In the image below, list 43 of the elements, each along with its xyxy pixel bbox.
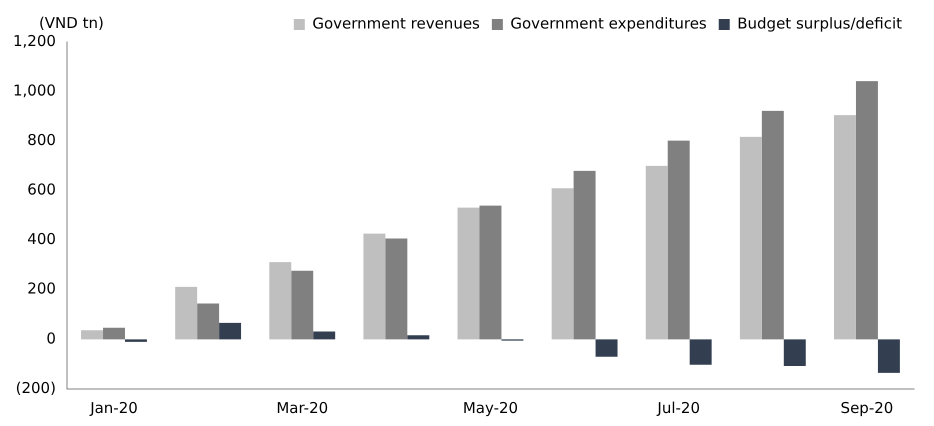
bar <box>690 339 712 365</box>
bar <box>762 110 784 340</box>
y-tick-label: 200 <box>27 280 56 298</box>
bar <box>458 208 480 340</box>
x-tick-label: Mar-20 <box>276 398 328 417</box>
legend-label: Budget surplus/deficit <box>737 14 902 32</box>
bar <box>596 339 618 357</box>
bar <box>834 115 856 340</box>
bar <box>740 136 762 340</box>
bar <box>197 303 220 340</box>
bar <box>363 234 386 340</box>
legend-label: Government revenues <box>312 14 480 32</box>
bar <box>407 335 430 340</box>
y-tick-label: 600 <box>27 180 56 199</box>
y-tick-label: 800 <box>27 131 56 150</box>
bar <box>124 339 147 342</box>
bar <box>479 206 502 340</box>
y-tick-label: 1,000 <box>12 81 56 100</box>
x-tick-label: May-20 <box>462 398 518 417</box>
bar <box>552 188 574 340</box>
bar <box>668 140 690 340</box>
x-tick-label: Jan-20 <box>89 398 138 417</box>
bar <box>175 286 198 340</box>
x-tick-label: Jul-20 <box>656 398 700 417</box>
y-axis-title: (VND tn) <box>38 14 104 32</box>
bar <box>878 339 900 373</box>
bar <box>81 330 104 340</box>
bar <box>784 339 806 366</box>
bar <box>291 270 314 340</box>
bar <box>269 262 292 340</box>
y-tick-label: 400 <box>27 230 56 248</box>
bar <box>856 81 878 340</box>
x-tick-label: Sep-20 <box>840 398 894 417</box>
y-tick-label: 0 <box>46 329 56 348</box>
y-tick-label: 1,200 <box>12 32 56 50</box>
y-tick-label: (200) <box>16 378 56 397</box>
bar <box>574 170 596 340</box>
legend-label: Government expenditures <box>510 14 707 32</box>
bar <box>103 328 125 340</box>
bar <box>385 238 408 340</box>
bar <box>219 322 242 340</box>
bar <box>646 166 668 340</box>
bar <box>313 331 336 340</box>
